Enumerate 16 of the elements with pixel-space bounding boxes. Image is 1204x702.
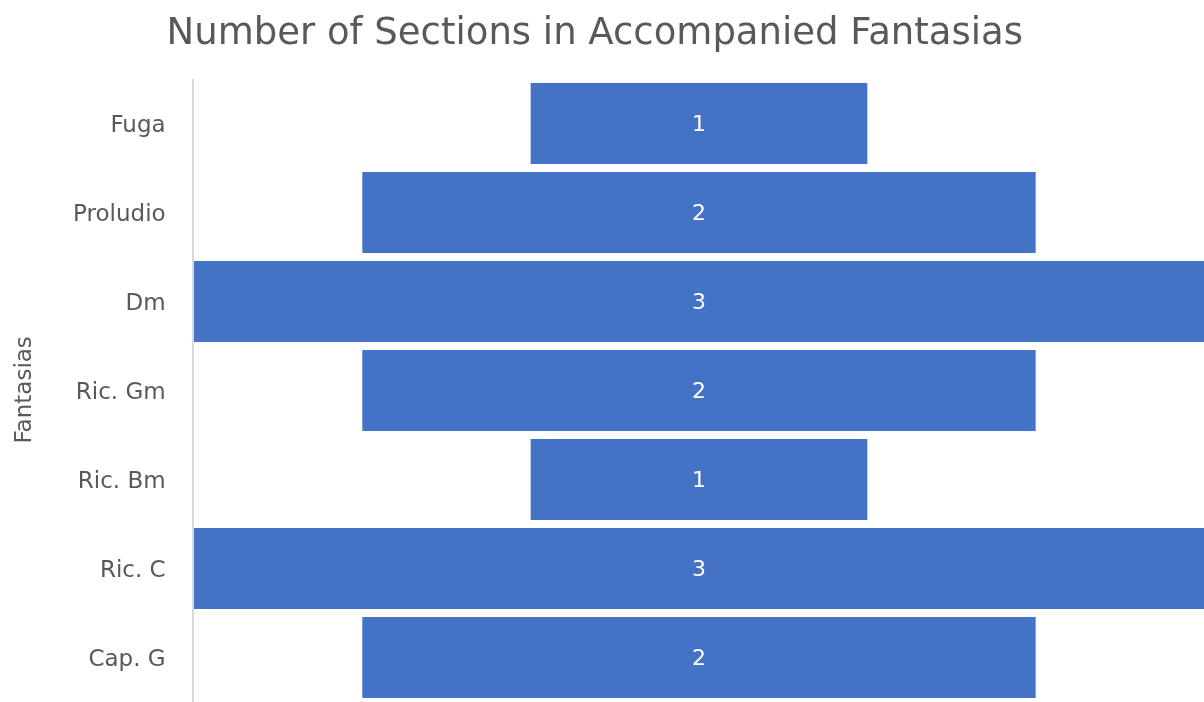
category-label: Ric. Bm	[77, 466, 166, 493]
data-label: 1	[692, 111, 706, 136]
category-label: Proludio	[73, 199, 166, 226]
category-label: Ric. Gm	[75, 377, 166, 404]
data-label: 3	[692, 556, 706, 582]
category-label: Ric. C	[99, 555, 166, 582]
data-label: 2	[692, 200, 706, 226]
data-label: 1	[692, 467, 706, 493]
category-label: Dm	[125, 288, 166, 315]
text: Number of Sections in Accompanied Fantasias	[166, 9, 1023, 53]
text: Fantasias	[9, 336, 36, 444]
category-label: Cap. G	[88, 644, 166, 671]
data-label: 3	[692, 289, 706, 315]
data-label: 2	[692, 378, 706, 404]
data-label: 2	[692, 645, 706, 671]
category-label: Fuga	[110, 110, 166, 137]
